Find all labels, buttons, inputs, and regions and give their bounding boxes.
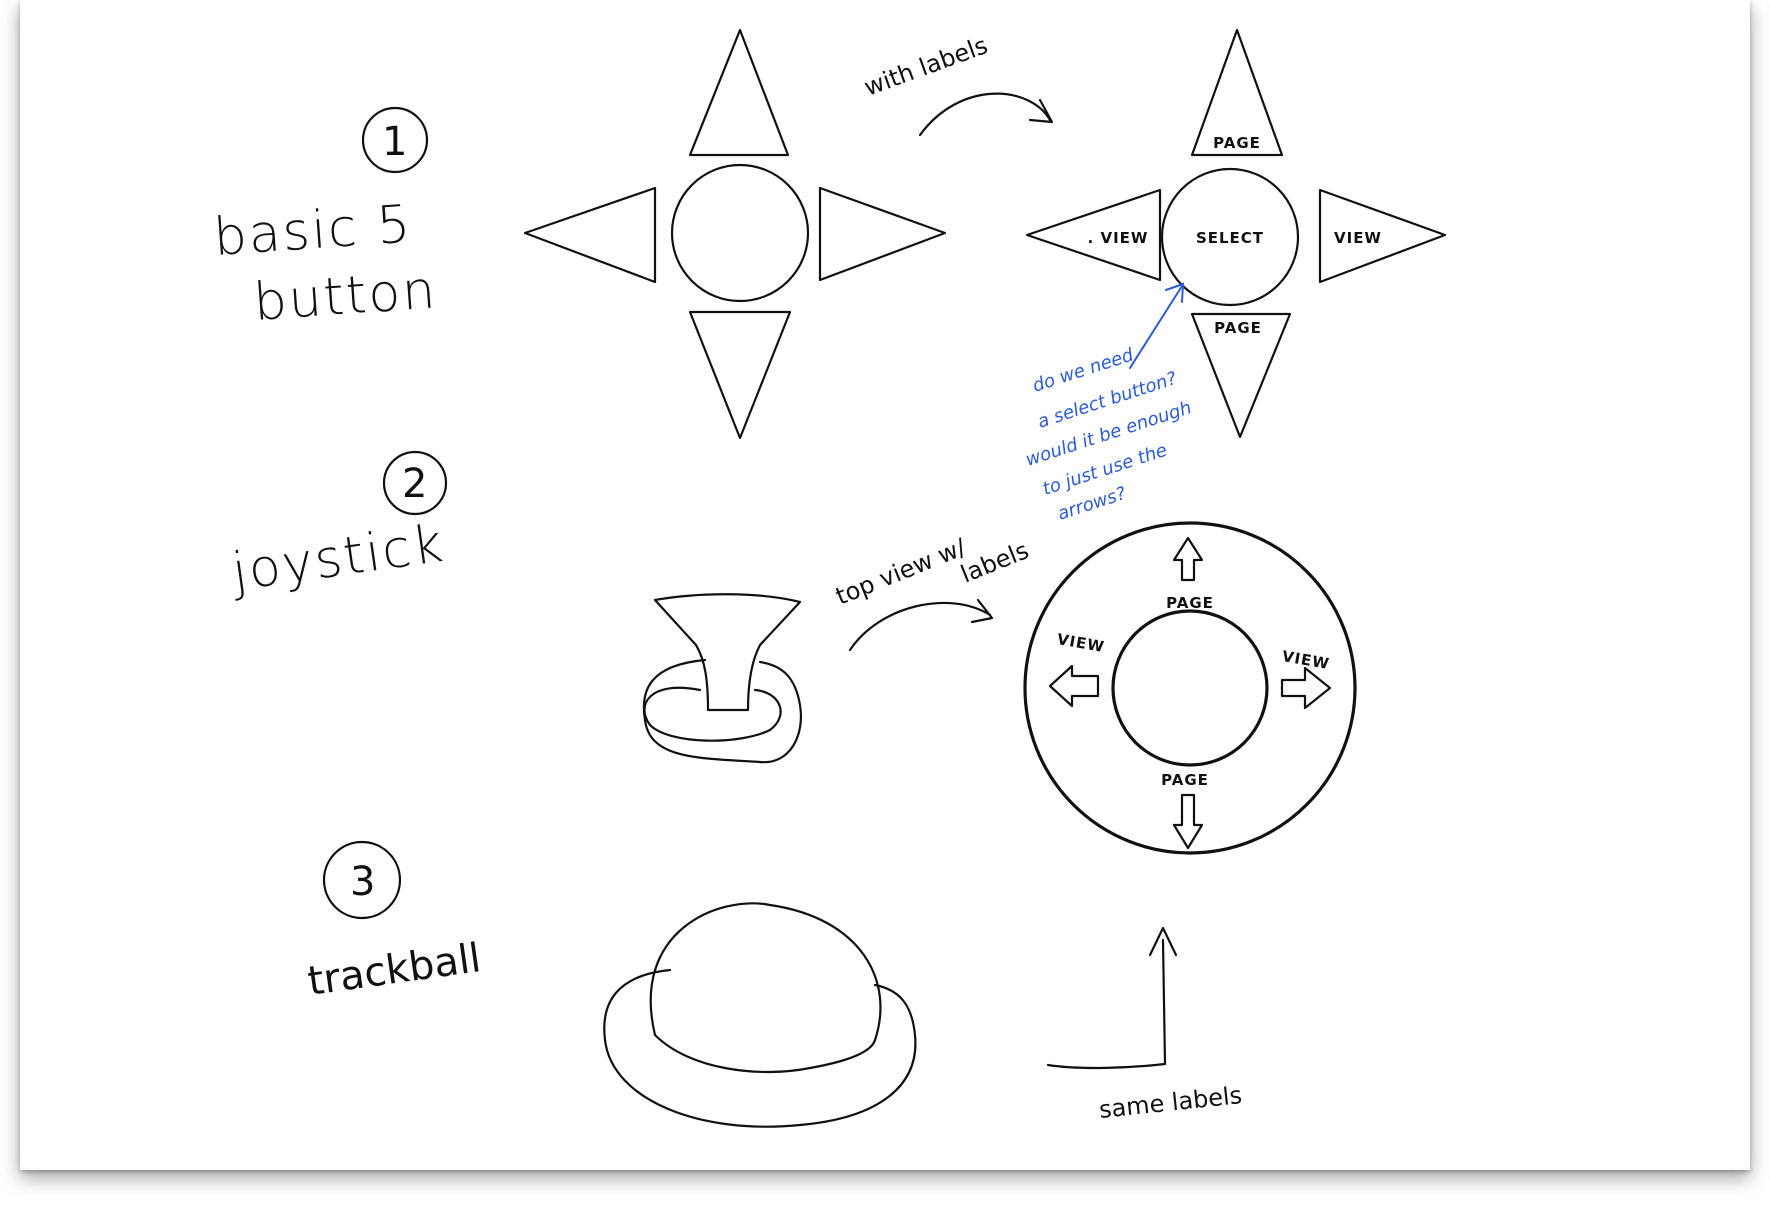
dpad-plain-center [670,163,810,303]
option-2-title: joystick [227,514,448,603]
option-3-number: 3 [350,859,375,905]
option-2-number: 2 [402,461,427,507]
arrow-left-icon [1048,664,1100,708]
with-labels-note: with labels [860,31,1054,137]
dpad-plain-left [523,186,657,284]
dpad-left-label: . VIEW [1088,229,1149,247]
dpad-labeled-left [1025,188,1162,282]
arrow-right-icon [1280,666,1332,710]
dpad-labeled: PAGE . VIEW SELECT VIEW PAGE [1025,28,1447,439]
dpad-labeled-center [1160,167,1300,307]
with-labels-text: with labels [860,31,991,101]
dpad-center-label: SELECT [1196,229,1264,247]
same-labels-note: same labels [1046,926,1244,1124]
joystick-inner-knob [1111,609,1269,767]
joystick-outer-ring [1023,521,1357,855]
option-2-label: 2 joystick [227,450,448,603]
dpad-plain [523,28,947,440]
top-view-text-line2: labels [957,536,1033,588]
option-1-number: 1 [382,119,407,165]
dpad-up-label: PAGE [1213,134,1261,152]
joystick-top-view: PAGE VIEW VIEW PAGE [1023,521,1357,855]
dpad-plain-down [688,310,792,440]
dpad-labeled-up [1190,28,1284,157]
option-1-title-line1: basic 5 [212,194,414,268]
option-3-title: trackball [305,935,484,1005]
dpad-plain-right [818,186,947,282]
joystick-top-label: PAGE [1166,594,1214,612]
top-view-text: top view w/ [832,533,971,611]
dpad-labeled-right [1318,188,1447,284]
joystick-right-label: VIEW [1281,647,1331,673]
dpad-down-label: PAGE [1214,319,1262,337]
arrow-up-icon [1172,536,1204,582]
dpad-plain-up [688,28,790,157]
top-view-note: top view w/ labels [832,533,1033,652]
joystick-bottom-label: PAGE [1161,771,1209,789]
dpad-labeled-down [1190,312,1292,439]
option-3-label: 3 trackball [305,840,484,1005]
same-labels-text: same labels [1098,1081,1244,1124]
joystick-left-label: VIEW [1056,630,1106,656]
trackball-sketch [603,902,917,1128]
dpad-right-label: VIEW [1334,229,1382,247]
select-button-comment: do we need a select button? would it be … [1023,282,1194,525]
joystick-side-view [642,593,803,764]
option-1-label: 1 basic 5 button [212,106,439,333]
option-1-title-line2: button [252,260,439,333]
sketch-sheet [20,0,1750,1170]
arrow-down-icon [1172,793,1204,850]
